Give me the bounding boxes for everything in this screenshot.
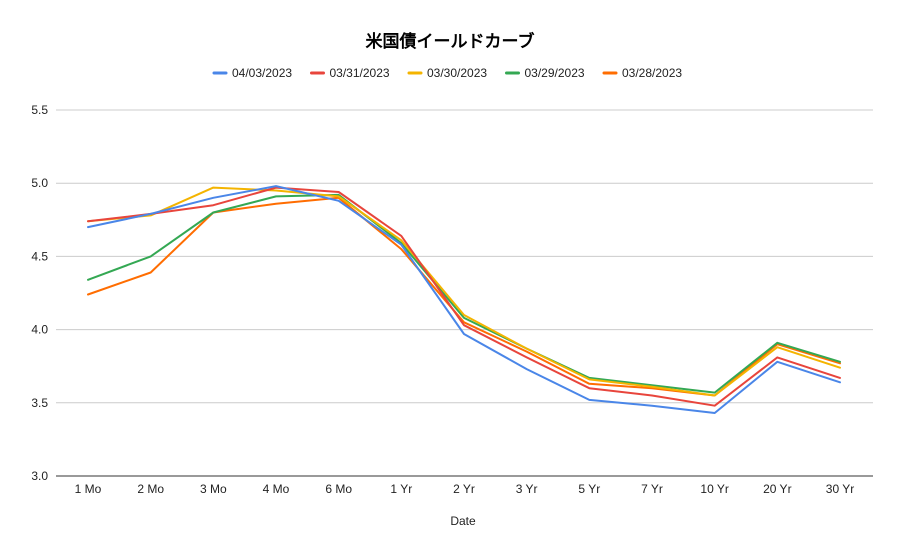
legend-label: 04/03/2023 (232, 66, 292, 80)
y-tick-label: 3.0 (31, 469, 48, 483)
series-line-03-29-2023 (87, 193, 841, 394)
y-tick-label: 3.5 (31, 396, 48, 410)
x-tick-label: 1 Yr (390, 482, 412, 496)
x-tick-label: 4 Mo (263, 482, 290, 496)
x-tick-label: 1 Mo (75, 482, 102, 496)
legend: 04/03/2023 03/31/2023 03/30/2023 03/29/2023… (212, 66, 682, 80)
x-tick-label: 3 Yr (516, 482, 538, 496)
x-tick-label: 3 Mo (200, 482, 227, 496)
x-tick-label: 7 Yr (641, 482, 663, 496)
x-tick-label: 30 Yr (826, 482, 854, 496)
x-tick-label: 20 Yr (763, 482, 791, 496)
y-tick-label: 4.0 (31, 323, 48, 337)
chart-title: 米国債イールドカーブ (366, 31, 535, 52)
legend-label: 03/31/2023 (330, 66, 390, 80)
legend-label: 03/29/2023 (525, 66, 585, 80)
series-lines (87, 185, 841, 414)
legend-label: 03/28/2023 (622, 66, 682, 80)
x-tick-label: 2 Mo (137, 482, 164, 496)
series-line-03-28-2023 (87, 196, 841, 397)
y-axis-ticks: 3.0 3.5 4.0 4.5 5.0 5.5 (31, 103, 48, 483)
x-tick-label: 6 Mo (325, 482, 352, 496)
gridlines (56, 109, 873, 477)
legend-label: 03/30/2023 (427, 66, 487, 80)
series-line-03-31-2023 (87, 186, 841, 407)
y-tick-label: 5.0 (31, 176, 48, 190)
x-tick-label: 2 Yr (453, 482, 475, 496)
x-axis-ticks: 1 Mo 2 Mo 3 Mo 4 Mo 6 Mo 1 Yr 2 Yr 3 Yr 5 Yr 7 Yr… (75, 482, 855, 496)
y-tick-label: 4.5 (31, 249, 48, 263)
series-line-04-03-2023 (87, 185, 841, 414)
x-tick-label: 5 Yr (578, 482, 600, 496)
y-tick-label: 5.5 (31, 103, 48, 117)
series-line-03-30-2023 (87, 186, 841, 397)
x-axis-title: Date (450, 514, 476, 528)
x-tick-label: 10 Yr (700, 482, 728, 496)
